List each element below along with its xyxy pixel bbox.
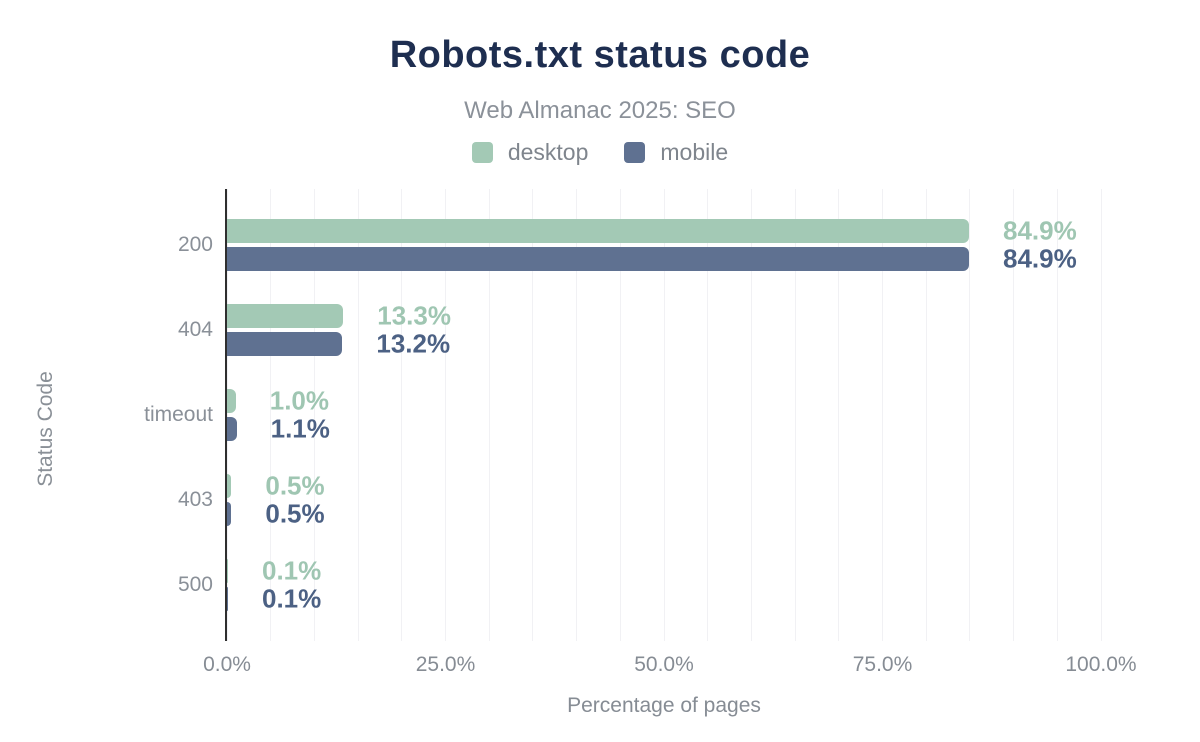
desktop-bar-value-label: 0.1% bbox=[262, 555, 322, 586]
desktop-bar-value-label: 84.9% bbox=[1003, 215, 1077, 246]
mobile-bar bbox=[227, 417, 237, 441]
chart-title: Robots.txt status code bbox=[389, 34, 811, 76]
x-tick-label: 50.0% bbox=[634, 653, 694, 676]
gridline bbox=[226, 189, 228, 641]
x-tick-label: 100.0% bbox=[1065, 653, 1137, 676]
mobile-bar bbox=[227, 501, 232, 526]
gridline bbox=[445, 189, 446, 641]
mobile-bar-value-label: 13.2% bbox=[376, 328, 451, 359]
gridline bbox=[313, 189, 315, 641]
category-label: 404 bbox=[177, 318, 213, 342]
gridline bbox=[707, 189, 709, 641]
mobile-swatch-icon bbox=[624, 142, 646, 163]
gridline bbox=[969, 189, 971, 641]
desktop-bar-value-label: 0.5% bbox=[265, 470, 325, 501]
category-label: 500 bbox=[177, 572, 213, 596]
gridline bbox=[357, 189, 359, 641]
desktop-bar bbox=[227, 219, 970, 244]
mobile-bar bbox=[227, 332, 343, 357]
category-label: timeout bbox=[144, 403, 213, 426]
gridline bbox=[838, 189, 840, 641]
desktop-bar bbox=[227, 473, 232, 498]
category-label: 200 bbox=[177, 233, 213, 257]
gridline bbox=[794, 189, 796, 641]
desktop-bar bbox=[227, 558, 228, 583]
desktop-swatch-icon bbox=[471, 142, 493, 163]
gridline bbox=[532, 189, 534, 641]
desktop-bar-value-label: 1.0% bbox=[269, 385, 329, 416]
mobile-bar-value-label: 0.5% bbox=[265, 498, 325, 529]
x-axis-title: Percentage of pages bbox=[567, 694, 761, 717]
mobile-bar bbox=[227, 586, 228, 611]
category-label: 403 bbox=[177, 487, 213, 511]
gridline bbox=[882, 189, 883, 641]
gridline bbox=[1056, 189, 1058, 641]
legend-label-desktop: desktop bbox=[507, 139, 589, 165]
legend-item-desktop: desktop bbox=[471, 139, 589, 166]
gridline bbox=[270, 189, 272, 641]
x-tick-label: 0.0% bbox=[203, 653, 251, 676]
gridline bbox=[750, 189, 752, 641]
gridline bbox=[925, 189, 927, 641]
gridline bbox=[488, 189, 490, 641]
y-axis-line bbox=[225, 189, 227, 641]
legend-item-mobile: mobile bbox=[624, 139, 728, 166]
chart-legend: desktop mobile bbox=[0, 139, 1200, 166]
gridline bbox=[401, 189, 403, 641]
gridline bbox=[619, 189, 621, 641]
gridline bbox=[576, 189, 578, 641]
desktop-bar bbox=[227, 389, 236, 413]
mobile-bar bbox=[227, 247, 970, 272]
desktop-bar-value-label: 13.3% bbox=[377, 300, 451, 331]
chart-subtitle: Web Almanac 2025: SEO bbox=[464, 97, 736, 124]
mobile-bar-value-label: 84.9% bbox=[1003, 243, 1077, 274]
gridline bbox=[663, 189, 665, 641]
mobile-bar-value-label: 1.1% bbox=[270, 413, 330, 444]
x-tick-label: 25.0% bbox=[415, 653, 476, 676]
x-tick-label: 75.0% bbox=[852, 653, 913, 676]
y-axis-title: Status Code bbox=[34, 371, 57, 487]
gridline bbox=[1100, 189, 1102, 641]
desktop-bar bbox=[227, 304, 344, 329]
gridline bbox=[1013, 189, 1015, 641]
legend-label-mobile: mobile bbox=[660, 139, 729, 165]
mobile-bar-value-label: 0.1% bbox=[262, 583, 322, 614]
